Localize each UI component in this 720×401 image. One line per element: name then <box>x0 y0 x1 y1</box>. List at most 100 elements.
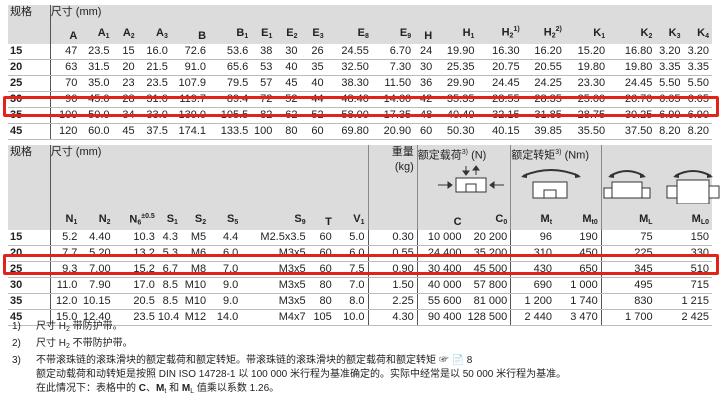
value-cell: 35 200 <box>464 245 512 263</box>
value-cell: 24 <box>414 43 436 60</box>
column-header: Mt0 <box>555 208 602 231</box>
value-cell: 10.15 <box>80 293 114 311</box>
value-cell: 55 600 <box>417 293 465 311</box>
value-cell: 3.35 <box>655 59 684 76</box>
value-cell: 45 <box>275 75 301 92</box>
table-row-size-35: 35 100 50.0 34 33.0 139.0 105.5 82 62 52 58.00 17.3… <box>8 107 712 124</box>
value-cell: 25.35 <box>435 59 478 76</box>
value-cell: 16.80 <box>608 43 656 60</box>
value-cell: 72.6 <box>170 43 210 60</box>
value-cell: 8.5 <box>157 277 181 295</box>
column-header: E8 <box>326 22 372 44</box>
dimension-table-1: 规格 尺寸 (mm) A A1 A2 A3 B B1 E1 E2 E3 E8 E9 H H1 H21) H22… <box>8 5 712 140</box>
symbol-mt: M <box>156 383 165 394</box>
column-symbol: A <box>69 29 78 42</box>
value-cell: 81 000 <box>464 293 512 311</box>
value-cell: 32.15 <box>477 107 523 124</box>
column-header: N1 <box>50 208 81 231</box>
value-cell: 80 <box>275 123 301 140</box>
column-subscript: 6 <box>137 219 142 227</box>
column-subscript: 9 <box>301 219 306 227</box>
column-superscript: 2) <box>555 26 562 33</box>
value-cell: 26 <box>300 43 327 60</box>
value-cell: 4.40 <box>80 230 114 247</box>
footnote-text: 不带滚珠链的滚珠滑块的额定载荷和额定转矩。带滚珠链的滚珠滑块的额定载荷和额定转矩… <box>36 355 473 366</box>
column-header: H21) <box>477 22 523 44</box>
column-subscript: 2 <box>202 219 207 227</box>
column-header: N6±0.5 <box>113 208 158 231</box>
column-subscript: 1 <box>470 32 475 40</box>
column-symbol: B <box>198 29 207 42</box>
value-cell: 16.0 <box>137 43 171 60</box>
column-subscript: 3 <box>163 32 168 40</box>
column-header: E3 <box>300 22 327 44</box>
value-cell: 89.4 <box>209 91 252 108</box>
column-subscript: 9 <box>407 32 412 40</box>
size-cell: 45 <box>8 123 51 140</box>
value-cell: 50.0 <box>80 107 113 124</box>
value-cell: 30 <box>414 59 436 76</box>
value-cell: 174.1 <box>170 123 210 140</box>
value-cell: 20.5 <box>113 293 158 311</box>
value-cell: 52 <box>275 91 301 108</box>
column-subscript: 1 <box>174 219 178 227</box>
value-cell: 60 <box>308 230 335 247</box>
value-cell: 4.30 <box>368 309 418 327</box>
size-cell: 20 <box>8 245 51 263</box>
sub: L <box>190 388 195 395</box>
size-cell: 35 <box>8 293 51 311</box>
value-cell: 34 <box>112 107 138 124</box>
column-subscript: 3 <box>319 32 324 40</box>
value-cell: 7.00 <box>80 261 114 279</box>
size-cell: 25 <box>8 75 51 92</box>
value-cell: 9.0 <box>209 293 242 311</box>
value-cell: 13.2 <box>113 245 158 263</box>
value-cell: 28.55 <box>477 91 523 108</box>
column-header: T <box>308 208 335 231</box>
column-subscript: t <box>549 219 553 227</box>
value-cell: M10 <box>180 277 210 295</box>
table-row-size-45: 45 120 60.0 45 37.5 174.1 133.5 100 80 60 69.80 20.… <box>8 123 712 140</box>
value-cell: 62 <box>275 107 301 124</box>
value-cell: M3x5 <box>241 245 309 263</box>
value-cell: 11.50 <box>371 75 415 92</box>
table-row-size-20: 20 7.7 5.20 13.2 5.3 M6 6.0 M3x5 60 6.0 0.55 24 400… <box>8 245 712 263</box>
value-cell: 40 <box>275 59 301 76</box>
column-symbol: M <box>639 213 649 226</box>
column-header: ML <box>601 208 656 231</box>
value-cell: 20 200 <box>464 230 512 247</box>
value-cell: 37.50 <box>608 123 656 140</box>
column-header: A <box>50 22 81 44</box>
value-cell: 139.0 <box>170 107 210 124</box>
column-header: A1 <box>80 22 113 44</box>
value-cell: 44 <box>300 91 327 108</box>
value-cell: 7.0 <box>334 277 369 295</box>
column-symbol: A <box>122 26 131 39</box>
value-cell: 5.3 <box>157 245 181 263</box>
column-subscript: 5 <box>234 219 239 227</box>
text: 、 <box>146 383 157 394</box>
value-cell: 7.30 <box>371 59 415 76</box>
value-cell: 60.0 <box>80 123 113 140</box>
table-row-size-30: 30 11.0 7.90 17.0 8.5 M10 9.0 M3x5 80 7.0 1.50 40 0… <box>8 277 712 295</box>
column-symbol: T <box>325 216 332 229</box>
column-symbol: M <box>582 213 592 226</box>
value-cell: 105.5 <box>209 107 252 124</box>
value-cell: 28.75 <box>564 107 609 124</box>
size-cell: 35 <box>8 107 51 124</box>
column-subscript: 1 <box>360 219 365 227</box>
value-cell: 107.9 <box>170 75 210 92</box>
column-header: S5 <box>209 208 242 231</box>
value-cell: 7.0 <box>209 261 242 279</box>
value-cell: 23.30 <box>564 75 609 92</box>
value-cell: 100 <box>50 107 81 124</box>
table-row-size-20: 20 63 31.5 20 21.5 91.0 65.6 53 40 35 32.50 7.30 30 2… <box>8 59 712 76</box>
torque-sup: 3) <box>555 149 562 156</box>
column-header: H22) <box>522 22 565 44</box>
column-header: H1 <box>435 22 478 44</box>
torque-unit: (Nm) <box>564 149 590 162</box>
symbol-c: C <box>138 383 147 394</box>
value-cell: 36 <box>414 75 436 92</box>
value-cell: 2 425 <box>655 309 712 327</box>
value-cell: 52 <box>300 107 327 124</box>
